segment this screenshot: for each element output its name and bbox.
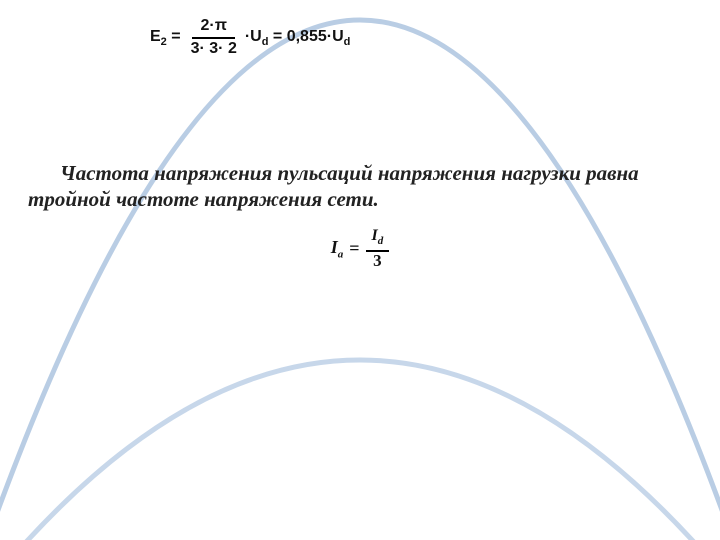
eq1-lhs-sym: E: [150, 28, 161, 45]
eq1-lhs-sub: 2: [161, 36, 167, 48]
eq1-num: 2·π: [192, 18, 234, 39]
body-paragraph: Частота напряжения пульсаций напряжения …: [28, 160, 692, 213]
eq1-u1: U: [250, 28, 262, 45]
slide-content: E2 = 2·π 3· 3· 2 ·Ud = 0,855·Ud Частота …: [0, 0, 720, 540]
eq1-fraction: 2·π 3· 3· 2: [191, 18, 237, 58]
eq2-equals: =: [349, 238, 359, 259]
eq1-u2-sub: d: [344, 36, 351, 48]
eq2-lhs: Ia: [331, 237, 344, 261]
eq2-den: 3: [373, 252, 382, 270]
eq1-lhs: E2 =: [150, 28, 181, 48]
eq1-equals-1: =: [171, 28, 180, 45]
eq1-den: 3· 3· 2: [191, 39, 237, 58]
equation-ia: Ia = Id 3: [0, 228, 720, 270]
eq2-num-sub: d: [378, 235, 384, 247]
eq2-num: Id: [366, 228, 390, 252]
equation-e2: E2 = 2·π 3· 3· 2 ·Ud = 0,855·Ud: [150, 18, 350, 58]
eq2-lhs-sym: I: [331, 237, 338, 257]
eq2-lhs-sub: a: [338, 249, 344, 261]
eq2-fraction: Id 3: [366, 228, 390, 270]
paragraph-text: Частота напряжения пульсаций напряжения …: [28, 160, 692, 213]
eq1-u2: U: [332, 28, 344, 45]
eq1-after: ·Ud = 0,855·Ud: [245, 28, 351, 48]
eq1-eq2: = 0,855·: [268, 28, 332, 45]
